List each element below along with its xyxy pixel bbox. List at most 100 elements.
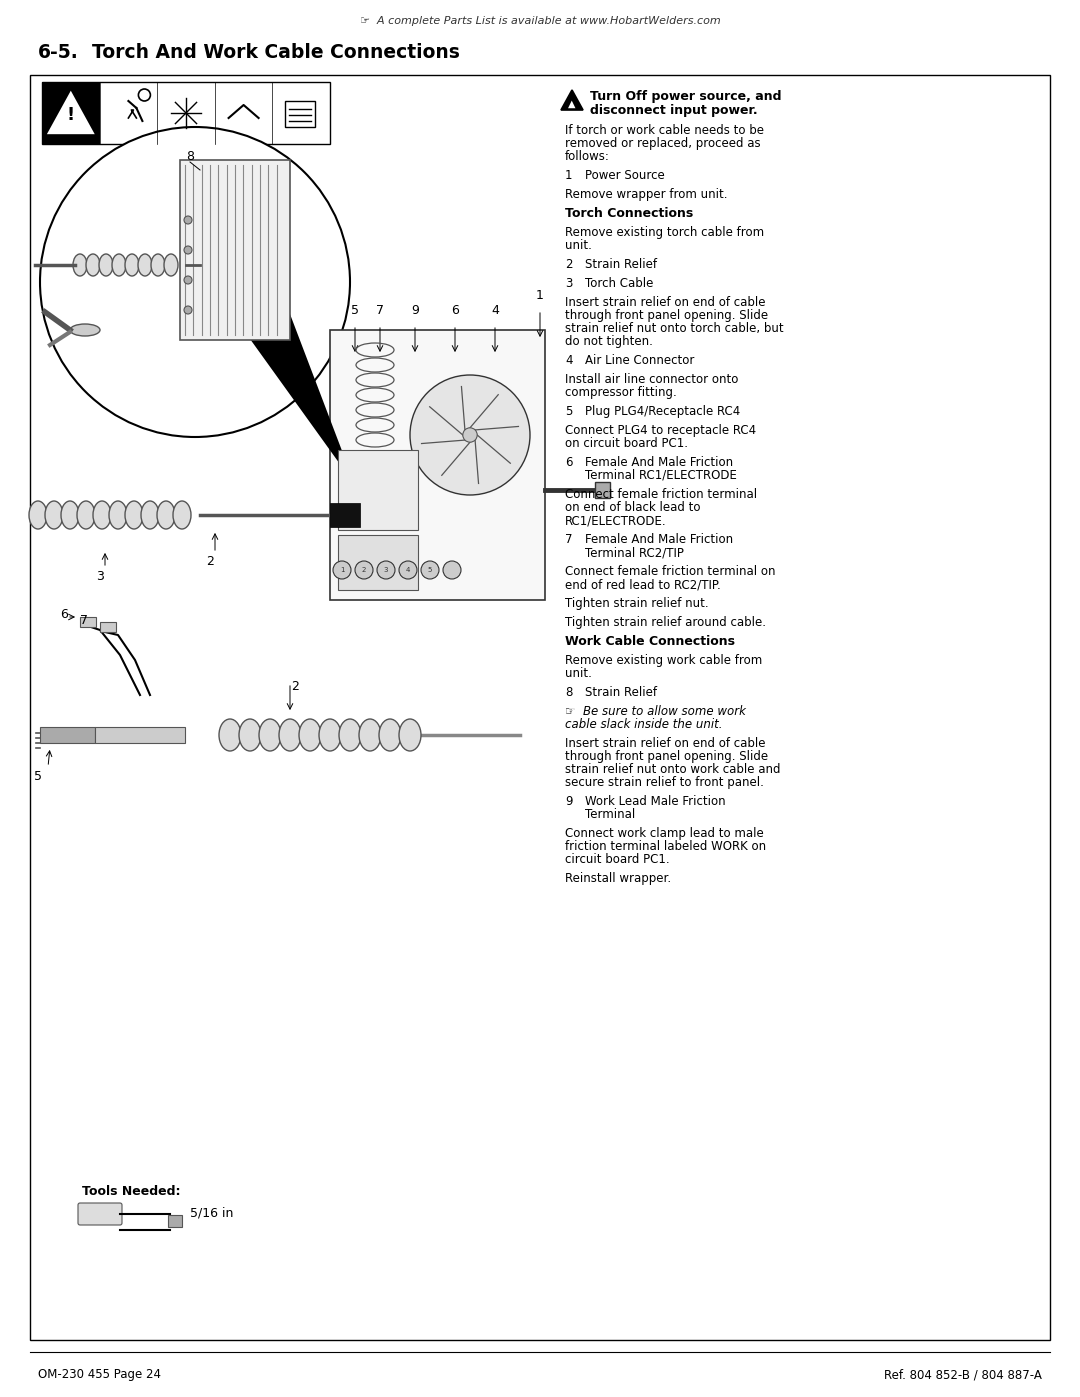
Text: disconnect input power.: disconnect input power. <box>590 103 758 117</box>
FancyBboxPatch shape <box>40 726 95 743</box>
Circle shape <box>184 217 192 224</box>
Text: Torch And Work Cable Connections: Torch And Work Cable Connections <box>92 43 460 61</box>
Text: If torch or work cable needs to be: If torch or work cable needs to be <box>565 124 764 137</box>
Text: Terminal: Terminal <box>585 807 635 821</box>
Text: 6: 6 <box>565 455 572 469</box>
Text: 4: 4 <box>491 305 499 317</box>
Circle shape <box>40 127 350 437</box>
Circle shape <box>410 374 530 495</box>
Ellipse shape <box>239 719 261 752</box>
FancyBboxPatch shape <box>95 726 185 743</box>
Text: Torch Cable: Torch Cable <box>585 277 653 291</box>
Text: 1: 1 <box>536 289 544 302</box>
Polygon shape <box>561 89 583 110</box>
Text: on circuit board PC1.: on circuit board PC1. <box>565 437 688 450</box>
Ellipse shape <box>86 254 100 277</box>
Text: removed or replaced, proceed as: removed or replaced, proceed as <box>565 137 760 149</box>
Circle shape <box>377 562 395 578</box>
Ellipse shape <box>93 502 111 529</box>
Text: 9: 9 <box>411 305 419 317</box>
FancyBboxPatch shape <box>595 482 610 497</box>
Text: unit.: unit. <box>565 239 592 251</box>
Text: follows:: follows: <box>565 149 610 163</box>
Circle shape <box>184 306 192 314</box>
Polygon shape <box>245 222 355 485</box>
Text: ☞  A complete Parts List is available at www.HobartWelders.com: ☞ A complete Parts List is available at … <box>360 15 720 27</box>
Ellipse shape <box>359 719 381 752</box>
Text: 5: 5 <box>428 567 432 573</box>
Circle shape <box>399 562 417 578</box>
Ellipse shape <box>157 502 175 529</box>
FancyBboxPatch shape <box>330 330 545 599</box>
Text: Connect work clamp lead to male: Connect work clamp lead to male <box>565 827 764 840</box>
Text: through front panel opening. Slide: through front panel opening. Slide <box>565 750 768 763</box>
Text: circuit board PC1.: circuit board PC1. <box>565 854 670 866</box>
Text: 2: 2 <box>292 680 299 693</box>
Ellipse shape <box>45 502 63 529</box>
Circle shape <box>184 246 192 254</box>
Ellipse shape <box>77 502 95 529</box>
Text: Connect female friction terminal on: Connect female friction terminal on <box>565 564 775 578</box>
FancyBboxPatch shape <box>330 503 360 527</box>
Ellipse shape <box>29 502 48 529</box>
Ellipse shape <box>125 254 139 277</box>
Text: Turn Off power source, and: Turn Off power source, and <box>590 89 782 103</box>
Ellipse shape <box>73 254 87 277</box>
Text: Remove wrapper from unit.: Remove wrapper from unit. <box>565 189 728 201</box>
Text: 4: 4 <box>406 567 410 573</box>
Text: Torch Connections: Torch Connections <box>565 207 693 219</box>
Text: 6-5.: 6-5. <box>38 43 79 61</box>
Ellipse shape <box>125 502 143 529</box>
Ellipse shape <box>339 719 361 752</box>
Text: on end of black lead to: on end of black lead to <box>565 502 701 514</box>
Text: 3: 3 <box>96 570 104 583</box>
Text: 1: 1 <box>340 567 345 573</box>
Text: Insert strain relief on end of cable: Insert strain relief on end of cable <box>565 738 766 750</box>
Ellipse shape <box>60 502 79 529</box>
Text: 4: 4 <box>565 353 572 367</box>
Text: do not tighten.: do not tighten. <box>565 335 653 348</box>
FancyBboxPatch shape <box>42 82 330 144</box>
Text: compressor fitting.: compressor fitting. <box>565 386 677 400</box>
Text: Tighten strain relief nut.: Tighten strain relief nut. <box>565 597 708 610</box>
Text: Strain Relief: Strain Relief <box>585 258 657 271</box>
Ellipse shape <box>109 502 127 529</box>
FancyBboxPatch shape <box>80 617 96 627</box>
Text: end of red lead to RC2/TIP.: end of red lead to RC2/TIP. <box>565 578 720 591</box>
Ellipse shape <box>138 254 152 277</box>
Polygon shape <box>49 92 93 133</box>
Text: 6: 6 <box>60 609 68 622</box>
Text: Work Cable Connections: Work Cable Connections <box>565 636 735 648</box>
Text: through front panel opening. Slide: through front panel opening. Slide <box>565 309 768 321</box>
Text: secure strain relief to front panel.: secure strain relief to front panel. <box>565 775 764 789</box>
Ellipse shape <box>219 719 241 752</box>
Ellipse shape <box>319 719 341 752</box>
Text: ▲: ▲ <box>568 99 576 109</box>
Circle shape <box>184 277 192 284</box>
Circle shape <box>333 562 351 578</box>
Text: 9: 9 <box>565 795 572 807</box>
Text: Connect female friction terminal: Connect female friction terminal <box>565 488 757 502</box>
Text: 3: 3 <box>565 277 572 291</box>
Text: 5/16 in: 5/16 in <box>190 1207 233 1220</box>
Text: 2: 2 <box>206 555 214 569</box>
FancyBboxPatch shape <box>285 101 315 127</box>
Text: 6: 6 <box>451 305 459 317</box>
Text: Plug PLG4/Receptacle RC4: Plug PLG4/Receptacle RC4 <box>585 405 740 418</box>
Ellipse shape <box>399 719 421 752</box>
Text: Connect PLG4 to receptacle RC4: Connect PLG4 to receptacle RC4 <box>565 425 756 437</box>
Text: 1: 1 <box>565 169 572 182</box>
Text: Remove existing torch cable from: Remove existing torch cable from <box>565 226 765 239</box>
Text: 5: 5 <box>33 770 42 782</box>
Text: strain relief nut onto torch cable, but: strain relief nut onto torch cable, but <box>565 321 784 335</box>
Circle shape <box>463 427 477 443</box>
Text: !: ! <box>67 106 75 124</box>
Ellipse shape <box>173 502 191 529</box>
Text: Female And Male Friction: Female And Male Friction <box>585 534 733 546</box>
Text: 2: 2 <box>362 567 366 573</box>
Text: 5: 5 <box>565 405 572 418</box>
Circle shape <box>443 562 461 578</box>
FancyBboxPatch shape <box>338 450 418 529</box>
Text: Power Source: Power Source <box>585 169 665 182</box>
Ellipse shape <box>141 502 159 529</box>
